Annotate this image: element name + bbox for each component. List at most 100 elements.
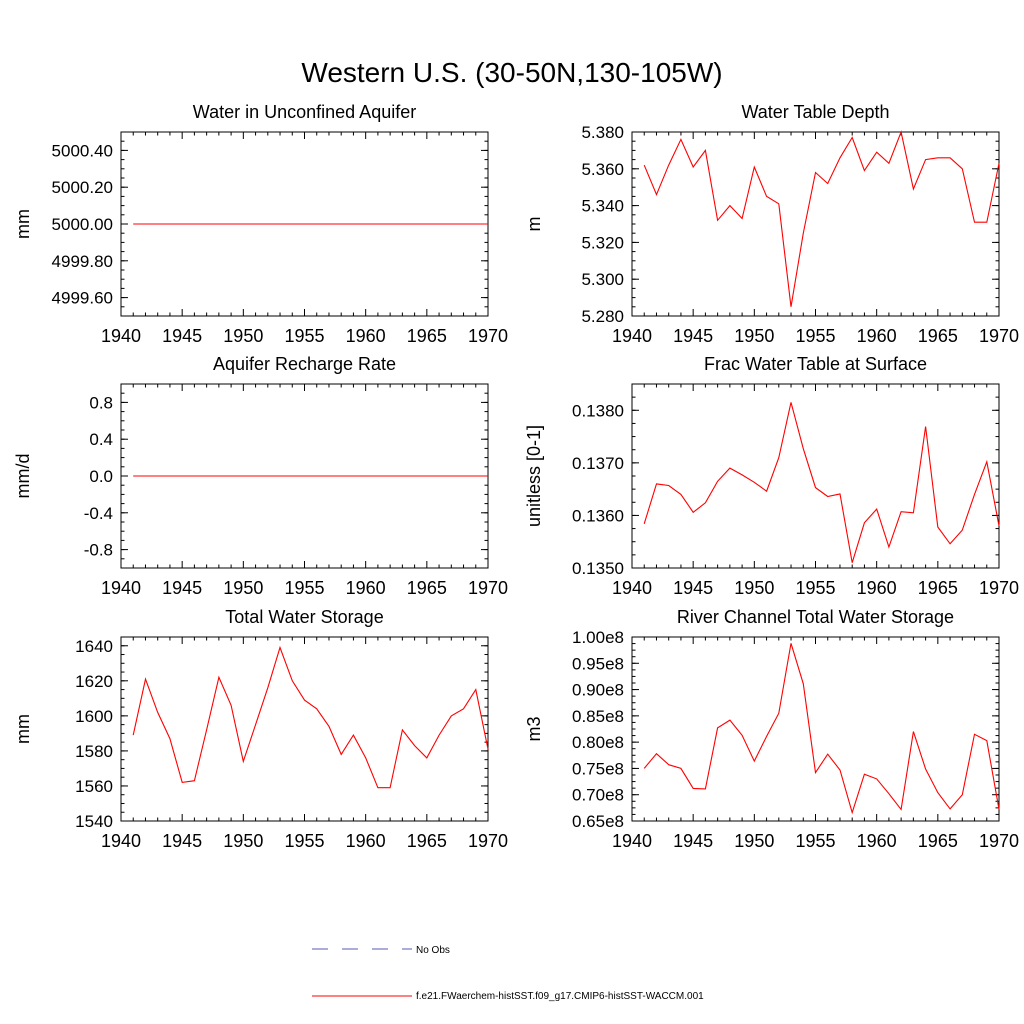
plot-frame [631, 131, 1000, 317]
x-tick-label: 1960 [857, 326, 897, 346]
y-axis-label: m3 [524, 716, 544, 741]
x-tick-label: 1950 [223, 578, 263, 598]
x-tick-label: 1960 [346, 831, 386, 851]
y-tick-label: 0.80e8 [572, 733, 624, 752]
y-tick-label: 0.70e8 [572, 786, 624, 805]
x-tick-label: 1940 [612, 578, 652, 598]
y-tick-label: 0.90e8 [572, 681, 624, 700]
panels: Water in Unconfined Aquifer mm 1940 1945 195… [13, 102, 1019, 851]
panel-title: Total Water Storage [225, 607, 383, 627]
x-tick-label: 1955 [795, 326, 835, 346]
x-tick-label: 1960 [346, 326, 386, 346]
y-tick-label: 0.75e8 [572, 759, 624, 778]
y-tick-label: 5.360 [581, 160, 624, 179]
panel-5: Total Water Storage mm 1940 1945 1950 1955 196… [13, 607, 508, 851]
x-tick-label: 1970 [979, 326, 1019, 346]
x-tick-label: 1965 [918, 578, 958, 598]
y-tick-label: 5.340 [581, 197, 624, 216]
y-axis-label: mm/d [13, 454, 33, 499]
y-tick-label: -0.8 [84, 541, 113, 560]
panel-title: Aquifer Recharge Rate [213, 354, 396, 374]
y-tick-label: 1560 [75, 777, 113, 796]
x-tick-label: 1965 [407, 831, 447, 851]
y-tick-label: 1580 [75, 742, 113, 761]
x-tick-label: 1955 [284, 831, 324, 851]
x-tick-label: 1940 [101, 578, 141, 598]
y-tick-label: 0.1370 [572, 454, 624, 473]
panel-3: Aquifer Recharge Rate mm/d 1940 1945 1950 195… [13, 354, 508, 598]
x-tick-label: 1950 [734, 326, 774, 346]
panel-1: Water in Unconfined Aquifer mm 1940 1945 195… [13, 102, 508, 346]
legend-label-no-obs: No Obs [416, 945, 450, 956]
y-tick-label: 1.00e8 [572, 628, 624, 647]
y-tick-label: 0.85e8 [572, 707, 624, 726]
x-tick-label: 1955 [284, 326, 324, 346]
plot-frame [631, 636, 1000, 822]
x-tick-label: 1960 [857, 578, 897, 598]
y-tick-label: 5.320 [581, 233, 624, 252]
x-tick-label: 1945 [673, 578, 713, 598]
panel-title: Water in Unconfined Aquifer [193, 102, 416, 122]
y-tick-label: 0.1380 [572, 401, 624, 420]
x-tick-label: 1940 [612, 326, 652, 346]
x-tick-label: 1950 [734, 831, 774, 851]
x-tick-label: 1945 [162, 326, 202, 346]
x-tick-label: 1940 [612, 831, 652, 851]
legend-label-model: f.e21.FWaerchem-histSST.f09_g17.CMIP6-hi… [416, 991, 704, 1002]
y-tick-label: 5.380 [581, 123, 624, 142]
plot-frame [631, 383, 1000, 569]
y-tick-label: 5.300 [581, 270, 624, 289]
y-tick-label: 0.1350 [572, 559, 624, 578]
y-tick-label: 0.95e8 [572, 654, 624, 673]
y-tick-label: 1540 [75, 812, 113, 831]
legend: No Obs f.e21.FWaerchem-histSST.f09_g17.C… [312, 945, 704, 1002]
y-tick-label: 5000.40 [52, 141, 113, 160]
y-tick-label: 0.65e8 [572, 812, 624, 831]
y-tick-label: 5000.20 [52, 178, 113, 197]
x-tick-label: 1970 [979, 578, 1019, 598]
y-tick-label: 0.8 [89, 393, 113, 412]
x-tick-label: 1945 [162, 831, 202, 851]
y-tick-label: 5.280 [581, 307, 624, 326]
y-axis-label: unitless [0-1] [524, 425, 544, 527]
panel-2: Water Table Depth m 1940 1945 1950 1955 1960 19… [524, 102, 1019, 346]
x-tick-label: 1955 [795, 578, 835, 598]
x-tick-label: 1945 [673, 831, 713, 851]
x-tick-label: 1940 [101, 326, 141, 346]
y-tick-label: -0.4 [84, 504, 113, 523]
y-tick-label: 1640 [75, 637, 113, 656]
series-line [132, 645, 489, 789]
panel-title: River Channel Total Water Storage [677, 607, 954, 627]
y-axis-label: mm [13, 714, 33, 744]
panel-title: Frac Water Table at Surface [704, 354, 927, 374]
x-tick-label: 1970 [979, 831, 1019, 851]
x-tick-label: 1970 [468, 831, 508, 851]
x-tick-label: 1955 [284, 578, 324, 598]
series-line [643, 402, 1000, 563]
y-axis-label: m [524, 217, 544, 232]
series-line [643, 643, 1000, 815]
y-tick-label: 4999.80 [52, 252, 113, 271]
figure-title: Western U.S. (30-50N,130-105W) [301, 57, 722, 88]
x-tick-label: 1970 [468, 326, 508, 346]
y-tick-label: 5000.00 [52, 215, 113, 234]
y-tick-label: 4999.60 [52, 289, 113, 308]
x-tick-label: 1960 [346, 578, 386, 598]
x-tick-label: 1970 [468, 578, 508, 598]
x-tick-label: 1940 [101, 831, 141, 851]
x-tick-label: 1965 [918, 326, 958, 346]
panel-4: Frac Water Table at Surface unitless [0-1… [524, 354, 1019, 598]
x-tick-label: 1965 [407, 578, 447, 598]
x-tick-label: 1950 [223, 831, 263, 851]
y-tick-label: 0.0 [89, 467, 113, 486]
y-tick-label: 0.1360 [572, 506, 624, 525]
x-tick-label: 1955 [795, 831, 835, 851]
y-axis-label: mm [13, 209, 33, 239]
x-tick-label: 1965 [407, 326, 447, 346]
x-tick-label: 1945 [162, 578, 202, 598]
x-tick-label: 1950 [734, 578, 774, 598]
plot-frame [120, 636, 489, 822]
series-line [643, 130, 1000, 307]
y-tick-label: 1600 [75, 707, 113, 726]
